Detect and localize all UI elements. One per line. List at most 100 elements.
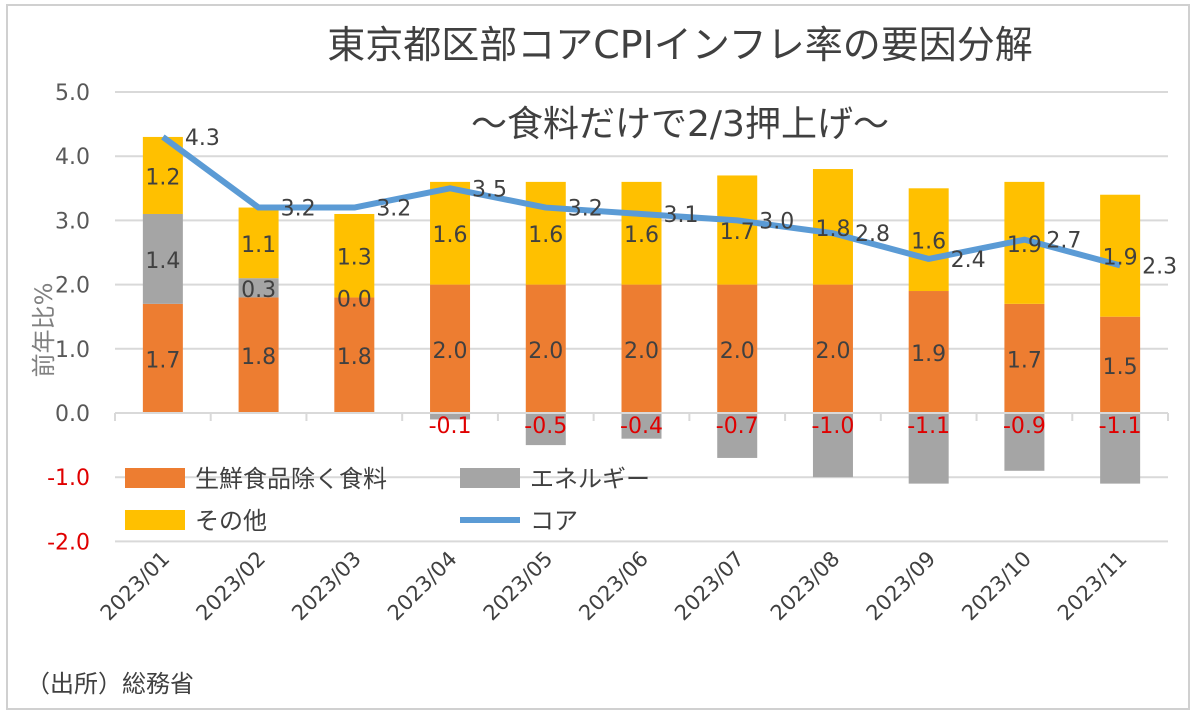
legend-label: その他	[195, 507, 267, 535]
data-label: 2.0	[433, 339, 468, 364]
y-tick-label: 4.0	[55, 145, 90, 170]
bar-energy	[1100, 413, 1141, 484]
bar-energy	[908, 413, 949, 484]
data-label: 1.2	[145, 165, 180, 190]
bar-food	[717, 284, 758, 413]
core-data-label: 2.7	[1046, 229, 1081, 254]
core-data-label: 2.3	[1142, 254, 1177, 279]
core-data-label: 3.1	[664, 203, 699, 228]
data-label: -0.7	[716, 414, 759, 439]
bar-other	[1100, 194, 1141, 317]
data-label: 1.6	[624, 223, 659, 248]
bar-energy	[430, 413, 471, 420]
bar-other	[621, 181, 662, 285]
bar-other	[430, 181, 471, 285]
bar-food	[1004, 303, 1045, 413]
core-data-label: 3.5	[472, 177, 507, 202]
data-label: 2.0	[528, 339, 563, 364]
x-tick-label: 2023/10	[957, 547, 1036, 626]
data-label: 2.0	[720, 339, 755, 364]
data-label: 1.5	[1103, 355, 1138, 380]
data-label: -1.0	[811, 414, 854, 439]
bar-energy	[812, 413, 853, 478]
bar-energy	[1004, 413, 1045, 471]
data-label: 1.9	[1103, 246, 1138, 271]
data-label: 1.8	[815, 217, 850, 242]
chart-frame	[6, 4, 1190, 710]
data-label: -1.1	[907, 414, 950, 439]
bar-other	[525, 181, 566, 285]
bar-food	[238, 297, 279, 413]
data-label: 1.6	[433, 223, 468, 248]
core-data-label: 4.3	[185, 126, 220, 151]
bar-energy	[717, 413, 758, 458]
bar-food	[430, 284, 471, 413]
bar-food	[525, 284, 566, 413]
bar-other	[334, 213, 375, 298]
bar-food	[142, 303, 183, 413]
y-tick-label: -2.0	[47, 530, 90, 555]
chart-subtitle: ～食料だけで2/3押上げ～	[471, 104, 889, 145]
x-tick-label: 2023/07	[670, 547, 749, 626]
bar-energy	[238, 278, 279, 298]
x-tick-label: 2023/04	[383, 547, 462, 626]
x-tick-label: 2023/08	[766, 547, 845, 626]
core-data-label: 3.2	[281, 197, 316, 222]
legend-label: エネルギー	[530, 465, 650, 493]
bar-food	[621, 284, 662, 413]
data-label: 1.6	[528, 223, 563, 248]
bar-energy	[621, 413, 662, 439]
chart-title: 東京都区部コアCPIインフレ率の要因分解	[327, 23, 1033, 67]
source-note: （出所）総務省	[26, 670, 194, 698]
y-tick-label: 5.0	[55, 81, 90, 106]
core-data-label: 2.8	[855, 222, 890, 247]
bar-energy	[142, 213, 183, 304]
data-label: 1.9	[1007, 233, 1042, 258]
bar-energy	[525, 413, 566, 446]
x-tick-label: 2023/11	[1053, 547, 1132, 626]
bar-other	[812, 169, 853, 285]
bar-other	[908, 188, 949, 292]
bar-food	[334, 297, 375, 413]
x-tick-label: 2023/09	[862, 547, 941, 626]
y-tick-label: -1.0	[47, 466, 90, 491]
data-label: -0.5	[524, 414, 567, 439]
data-label: 1.1	[241, 233, 276, 258]
y-tick-label: 3.0	[55, 209, 90, 234]
bar-food	[908, 291, 949, 413]
x-tick-label: 2023/01	[96, 547, 175, 626]
data-label: 1.8	[241, 345, 276, 370]
data-label: 1.7	[720, 220, 755, 245]
bar-other	[717, 175, 758, 285]
x-tick-label: 2023/03	[287, 547, 366, 626]
x-tick-label: 2023/06	[574, 547, 653, 626]
data-label: 1.7	[1007, 348, 1042, 373]
data-label: 1.3	[337, 246, 372, 271]
y-axis-label: 前年比%	[30, 283, 58, 378]
legend-swatch	[460, 468, 520, 488]
data-label: 2.0	[624, 339, 659, 364]
bar-other	[238, 207, 279, 279]
core-data-label: 3.2	[376, 197, 411, 222]
data-label: 1.8	[337, 345, 372, 370]
data-label: -0.1	[429, 414, 472, 439]
bar-food	[812, 284, 853, 413]
data-label: -0.4	[620, 414, 663, 439]
data-label: 1.4	[145, 249, 180, 274]
legend-label: 生鮮食品除く食料	[195, 465, 387, 493]
core-data-label: 2.4	[951, 248, 986, 273]
bar-food	[1100, 316, 1141, 413]
data-label: -0.9	[1003, 414, 1046, 439]
core-data-label: 3.2	[568, 197, 603, 222]
data-label: 1.6	[911, 230, 946, 255]
y-tick-label: 2.0	[55, 274, 90, 299]
legend-swatch	[125, 468, 185, 488]
data-label: 0.3	[241, 278, 276, 303]
legend-swatch	[125, 510, 185, 530]
x-tick-label: 2023/05	[479, 547, 558, 626]
data-label: 1.9	[911, 342, 946, 367]
y-tick-label: 0.0	[55, 402, 90, 427]
y-tick-label: 1.0	[55, 338, 90, 363]
core-data-label: 3.0	[759, 209, 794, 234]
